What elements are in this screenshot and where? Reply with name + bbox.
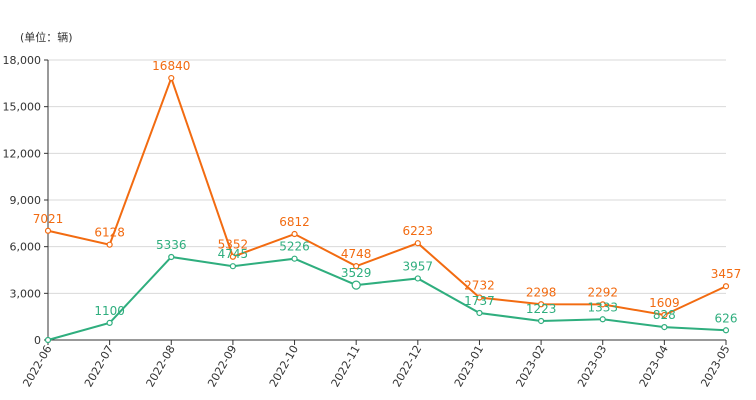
x-tick-label: 2023-03: [575, 343, 609, 389]
data-point: [291, 230, 298, 238]
data-point: [414, 275, 421, 282]
y-tick-label: 6,000: [10, 241, 42, 254]
x-tick-label: 2022-07: [82, 343, 116, 389]
data-label: 2298: [526, 285, 557, 299]
data-point: [537, 317, 545, 325]
data-point: [44, 336, 52, 344]
y-tick-label: 15,000: [3, 101, 42, 114]
data-point: [476, 309, 483, 317]
series-line: [47, 255, 727, 341]
data-label: 7021: [33, 212, 64, 226]
x-tick-label: 2022-06: [20, 343, 54, 389]
unit-label: (单位：辆): [20, 30, 73, 44]
data-label: 5336: [156, 238, 187, 252]
data-point: [537, 301, 545, 308]
data-point: [351, 280, 361, 290]
x-tick-label: 2022-12: [390, 343, 424, 389]
axes: 0 3,000 6,000 9,000 12,000 15,000 18,000 2022-0…: [3, 54, 733, 389]
x-tick-label: 2023-02: [513, 343, 547, 389]
data-label: 6812: [279, 215, 310, 229]
data-label: 4748: [341, 247, 372, 261]
data-label: 1223: [526, 302, 557, 316]
data-point: [599, 316, 606, 323]
data-point: [106, 241, 113, 248]
data-point: [476, 294, 483, 301]
data-label: 1333: [587, 300, 618, 314]
data-point: [168, 74, 175, 82]
data-label: 626: [715, 311, 738, 325]
x-tick-label: 2022-10: [267, 343, 301, 389]
data-point: [44, 227, 52, 234]
y-tick-label: 0: [34, 334, 41, 347]
data-label: 6223: [403, 224, 434, 238]
y-tick-label: 3,000: [10, 287, 42, 300]
y-tick-label: 18,000: [3, 54, 42, 67]
data-label: 1100: [94, 304, 125, 318]
data-label: 828: [653, 308, 676, 322]
data-label: 1737: [464, 294, 495, 308]
data-point: [168, 253, 175, 261]
data-point: [353, 263, 360, 270]
data-label: 5226: [279, 240, 310, 254]
data-point: [291, 255, 298, 262]
data-labels: 7021 6128 16840 5352 6812 4748 6223 2732 2298 229…: [33, 59, 742, 325]
x-tick-label: 2023-01: [452, 343, 486, 389]
data-point: [661, 324, 668, 331]
data-label: 6128: [94, 226, 125, 240]
data-label: 16840: [152, 59, 190, 73]
data-label: 3529: [341, 266, 372, 280]
grid-lines: [48, 59, 726, 294]
x-tick-label: 2022-11: [329, 343, 363, 389]
data-label: 1609: [649, 296, 680, 310]
x-tick-label: 2023-04: [637, 343, 671, 389]
series-line: [47, 75, 727, 317]
x-tick-label: 2022-08: [144, 343, 178, 389]
y-tick-label: 12,000: [3, 147, 42, 160]
data-label: 4745: [218, 247, 249, 261]
data-label: 2292: [587, 285, 618, 299]
data-label: 3957: [403, 259, 434, 273]
data-point: [229, 263, 237, 270]
data-point: [661, 311, 668, 319]
data-point: [414, 240, 421, 247]
data-point: [599, 301, 606, 308]
x-tick-label: 2023-05: [698, 343, 732, 389]
data-point: [229, 253, 237, 260]
data-label: 5352: [218, 238, 249, 252]
data-label: 3457: [711, 267, 742, 281]
data-point: [106, 319, 113, 326]
x-tick-label: 2022-09: [205, 343, 239, 389]
data-point: [722, 327, 730, 334]
y-tick-label: 9,000: [10, 194, 42, 207]
data-point: [722, 283, 730, 290]
data-label: 2732: [464, 279, 495, 293]
series-layer: [44, 74, 730, 344]
